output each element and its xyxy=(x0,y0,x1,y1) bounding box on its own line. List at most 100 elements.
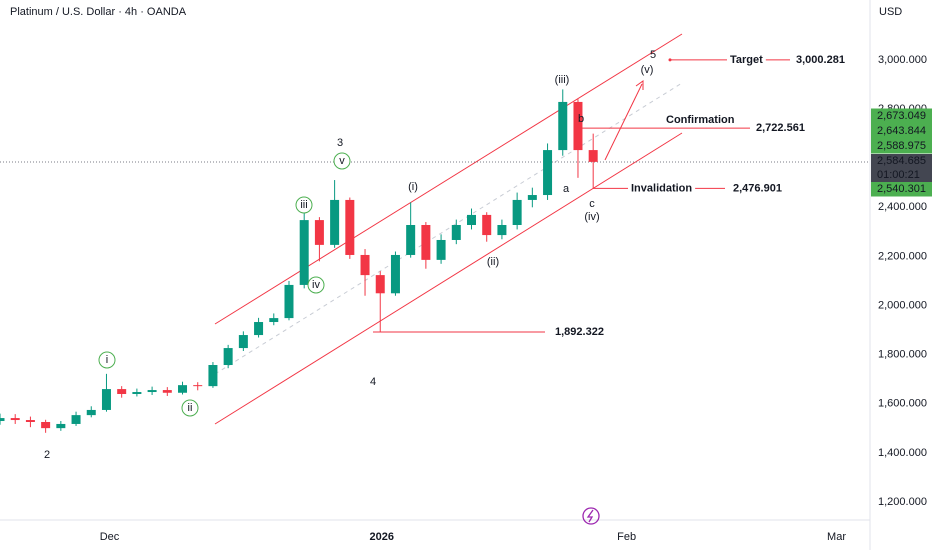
candle-body xyxy=(193,385,203,387)
wave-circle xyxy=(98,351,116,369)
y-tick-label: 3,000.000 xyxy=(878,54,927,66)
label-bg xyxy=(727,52,766,67)
price-badge xyxy=(871,138,932,154)
level-value: 2,722.561 xyxy=(756,122,805,134)
candle-body xyxy=(543,150,553,196)
wave-circle xyxy=(181,399,199,417)
wave-label: a xyxy=(563,183,570,195)
channel-middle xyxy=(214,82,683,375)
candle-body xyxy=(467,214,477,225)
candle-body xyxy=(345,199,355,255)
candle-body xyxy=(56,423,66,429)
candle-body xyxy=(573,101,583,151)
price-badge-label: 2,673.049 xyxy=(877,110,926,122)
wave-label: 2 xyxy=(44,449,50,461)
y-tick-label: 1,600.000 xyxy=(878,398,927,410)
y-tick-label: 2,400.000 xyxy=(878,201,927,213)
wave-label: (ii) xyxy=(487,256,499,268)
candle-body xyxy=(162,390,172,393)
candle-body xyxy=(527,195,537,200)
level-name: Invalidation xyxy=(631,182,692,194)
wave-label: (v) xyxy=(641,64,654,76)
level-value: 2,476.901 xyxy=(733,182,782,194)
candle-body xyxy=(101,389,111,410)
wave-label: iii xyxy=(300,199,307,211)
chart-title: Platinum / U.S. Dollar · 4h · OANDA xyxy=(10,6,187,18)
wave-label: i xyxy=(106,354,108,366)
y-tick-label: 1,800.000 xyxy=(878,349,927,361)
wave-label: iv xyxy=(312,279,320,291)
price-badge-label: 2,643.844 xyxy=(877,125,926,137)
candle-body xyxy=(178,385,188,393)
y-tick-label: 1,400.000 xyxy=(878,447,927,459)
candle-body xyxy=(299,220,309,285)
wave-circle xyxy=(295,196,313,214)
candle-body xyxy=(588,150,598,162)
candle-body xyxy=(254,322,264,336)
channel-upper xyxy=(214,33,683,325)
wave-label: b xyxy=(578,113,584,125)
level-value: 3,000.281 xyxy=(796,54,845,66)
candle-body xyxy=(314,220,324,245)
candle-body xyxy=(482,214,492,236)
candle-body xyxy=(330,199,340,245)
label-bg xyxy=(663,113,738,128)
candle-body xyxy=(360,254,370,276)
level-dot xyxy=(668,58,672,62)
y-tick-label: 2,000.000 xyxy=(878,299,927,311)
level-value: 1,892.322 xyxy=(555,326,604,338)
wave-label: 4 xyxy=(370,376,376,388)
candle-body xyxy=(238,335,248,349)
wave-label: (iii) xyxy=(555,74,570,86)
price-badge-label: 2,588.975 xyxy=(877,140,926,152)
candle-body xyxy=(147,390,157,393)
candle-body xyxy=(451,224,461,240)
wave-label: 5 xyxy=(650,49,656,61)
arrow xyxy=(604,83,643,161)
candle-body xyxy=(436,239,446,260)
candle-body xyxy=(71,415,81,424)
current-price-badge xyxy=(871,154,932,182)
x-tick-label: Feb xyxy=(617,531,636,543)
candle-body xyxy=(41,421,51,429)
candle-body xyxy=(406,224,416,255)
candle-body xyxy=(86,409,96,416)
candle-body xyxy=(132,392,142,394)
arrow-head xyxy=(635,80,644,90)
channel-lower xyxy=(214,132,683,425)
label-bg xyxy=(628,181,696,196)
wave-label: (i) xyxy=(408,181,418,193)
candle-body xyxy=(375,275,385,294)
candle-body xyxy=(10,418,20,421)
x-tick-label: 2026 xyxy=(370,531,394,543)
candle-body xyxy=(117,389,127,394)
current-price-label: 2,584.685 xyxy=(877,155,926,167)
level-name: Target xyxy=(730,54,763,66)
y-tick-label: 1,200.000 xyxy=(878,496,927,508)
wave-circle xyxy=(333,152,351,170)
x-tick-label: Mar xyxy=(827,531,846,543)
y-axis-unit: USD xyxy=(879,6,902,18)
wave-label: ii xyxy=(188,402,193,414)
candle-body xyxy=(223,348,233,366)
price-badge xyxy=(871,123,932,139)
candle-body xyxy=(390,254,400,294)
wave-label: v xyxy=(339,155,345,167)
candle-body xyxy=(284,284,294,319)
x-tick-label: Dec xyxy=(100,531,120,543)
candle-body xyxy=(208,365,218,387)
price-badge xyxy=(871,181,932,197)
level-name: Confirmation xyxy=(666,114,735,126)
lightning-icon xyxy=(582,507,600,525)
candle-body xyxy=(512,199,522,225)
wave-circle xyxy=(307,276,325,294)
price-badge-label: 2,540.301 xyxy=(877,183,926,195)
price-badge xyxy=(871,108,932,124)
candle-body xyxy=(25,420,35,422)
candle-body xyxy=(0,418,5,422)
countdown-label: 01:00:21 xyxy=(877,169,920,181)
y-tick-label: 2,200.000 xyxy=(878,250,927,262)
wave-label: c xyxy=(589,198,595,210)
